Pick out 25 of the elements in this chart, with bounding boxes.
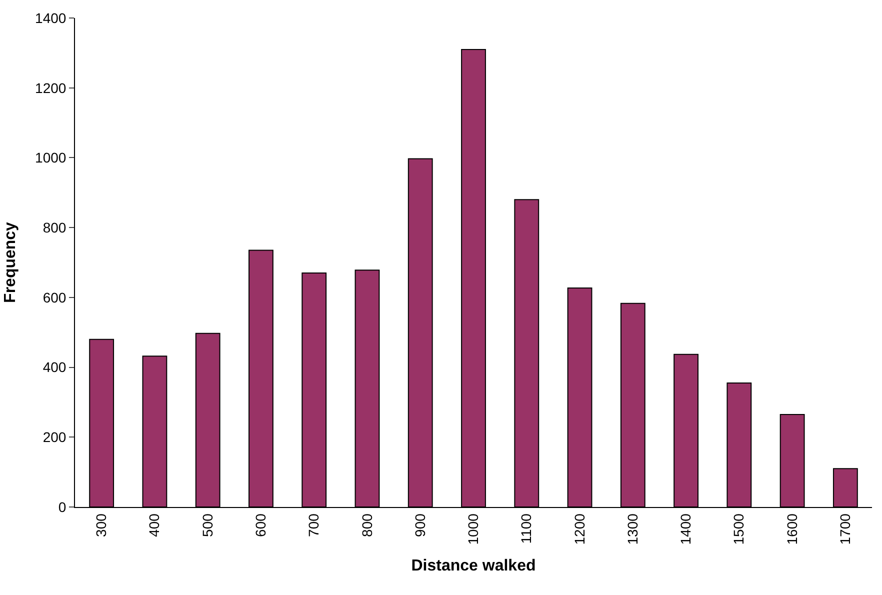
x-tick-label: 900 [412, 513, 428, 537]
y-tick-label: 400 [42, 359, 66, 376]
x-tick-label: 400 [146, 513, 162, 537]
y-tick-label: 800 [42, 219, 66, 236]
y-axis-title: Frequency [2, 222, 19, 303]
y-tick-label: 600 [42, 289, 66, 306]
x-tick-label: 1200 [571, 513, 588, 545]
x-tick-label: 1500 [730, 513, 747, 545]
x-tick-label: 1100 [518, 513, 534, 544]
y-tick-label: 1000 [35, 150, 66, 166]
x-tick-label: 1600 [784, 513, 800, 545]
x-tick-label: 1400 [678, 513, 694, 545]
y-tick-label: 0 [58, 498, 66, 515]
y-tick-label: 200 [42, 429, 66, 446]
x-tick-label: 600 [252, 513, 269, 537]
x-tick-label: 500 [199, 513, 216, 537]
x-tick-label: 300 [93, 513, 110, 537]
x-tick-label: 800 [358, 513, 375, 537]
x-tick-label: 700 [306, 513, 322, 537]
x-axis-title: Distance walked [411, 557, 536, 574]
x-tick-label: 1000 [465, 513, 482, 545]
y-tick-label: 1200 [35, 80, 66, 96]
y-tick-label: 1400 [35, 10, 66, 26]
x-tick-label: 1700 [836, 513, 853, 545]
x-tick-label: 1300 [624, 513, 640, 545]
